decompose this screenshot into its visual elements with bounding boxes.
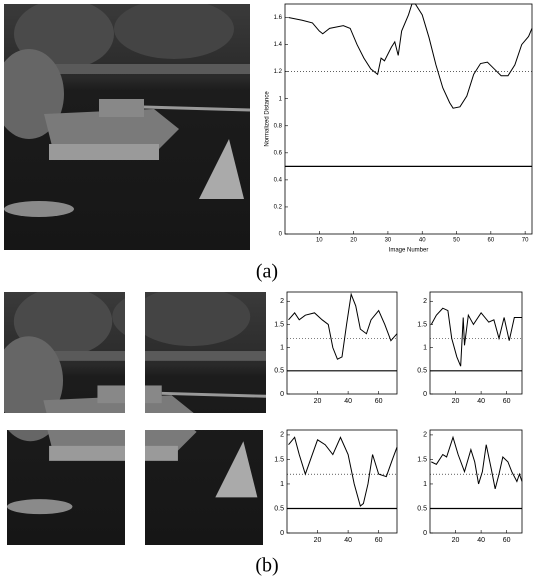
y-tick-label: 0.5 — [417, 368, 427, 375]
y-tick-label: 2 — [423, 432, 427, 439]
y-tick-label: 1.5 — [417, 321, 427, 328]
y-tick-label: 0 — [279, 232, 283, 238]
x-tick-label: 40 — [344, 398, 352, 405]
x-tick-label: 40 — [477, 398, 485, 405]
x-tick-label: 20 — [350, 238, 357, 244]
plot-frame — [429, 429, 523, 534]
y-tick-label: 1 — [423, 344, 427, 351]
y-tick-label: 0.6 — [274, 150, 283, 156]
caption: (b) — [255, 555, 278, 577]
y-tick-label: 0.5 — [274, 505, 284, 512]
x-tick-label: 40 — [419, 238, 426, 244]
x-tick-label: 50 — [453, 238, 460, 244]
y-tick-label: 1.5 — [274, 321, 284, 328]
data-line — [431, 435, 523, 489]
data-line — [288, 436, 398, 507]
data-line — [288, 3, 533, 109]
y-tick-label: 1 — [279, 96, 283, 102]
y-tick-label: 1.5 — [417, 456, 427, 463]
x-tick-label: 60 — [487, 238, 494, 244]
y-tick-label: 1 — [280, 344, 284, 351]
y-tick-label: 2 — [280, 298, 284, 305]
y-tick-label: 2 — [423, 298, 427, 305]
x-tick-label: 70 — [522, 238, 529, 244]
data-line — [288, 292, 398, 360]
y-tick-label: 0.2 — [274, 205, 283, 211]
x-axis-label: Image Number — [389, 248, 429, 254]
y-tick-label: 0 — [423, 530, 427, 537]
y-tick-label: 1.4 — [274, 42, 283, 48]
y-axis-label: Normalized Distance — [265, 91, 271, 147]
y-tick-label: 0.5 — [417, 505, 427, 512]
y-tick-label: 0.5 — [274, 368, 284, 375]
y-tick-label: 1 — [423, 481, 427, 488]
x-tick-label: 10 — [316, 238, 323, 244]
y-tick-label: 1.2 — [274, 69, 283, 75]
y-tick-label: 1 — [280, 481, 284, 488]
plot-frame — [286, 291, 398, 395]
y-tick-label: 1.6 — [274, 15, 283, 21]
photo — [4, 4, 250, 250]
y-tick-label: 0.4 — [274, 177, 283, 183]
x-tick-label: 20 — [314, 398, 322, 405]
y-tick-label: 0 — [423, 391, 427, 398]
x-tick-label: 20 — [452, 537, 460, 544]
caption: (a) — [256, 261, 278, 283]
x-tick-label: 40 — [344, 537, 352, 544]
plot-frame — [429, 291, 523, 395]
x-tick-label: 30 — [385, 238, 392, 244]
x-tick-label: 60 — [503, 537, 511, 544]
data-line — [430, 307, 522, 367]
x-tick-label: 20 — [452, 398, 460, 405]
y-tick-label: 0.8 — [274, 123, 283, 129]
x-tick-label: 60 — [375, 398, 383, 405]
x-tick-label: 60 — [375, 537, 383, 544]
plot-frame — [284, 3, 533, 235]
y-tick-label: 1.5 — [274, 456, 284, 463]
x-tick-label: 40 — [477, 537, 485, 544]
x-tick-label: 20 — [314, 537, 322, 544]
y-tick-label: 0 — [280, 391, 284, 398]
y-tick-label: 0 — [280, 530, 284, 537]
y-tick-label: 2 — [280, 432, 284, 439]
x-tick-label: 60 — [503, 398, 511, 405]
plot-frame — [286, 429, 398, 534]
